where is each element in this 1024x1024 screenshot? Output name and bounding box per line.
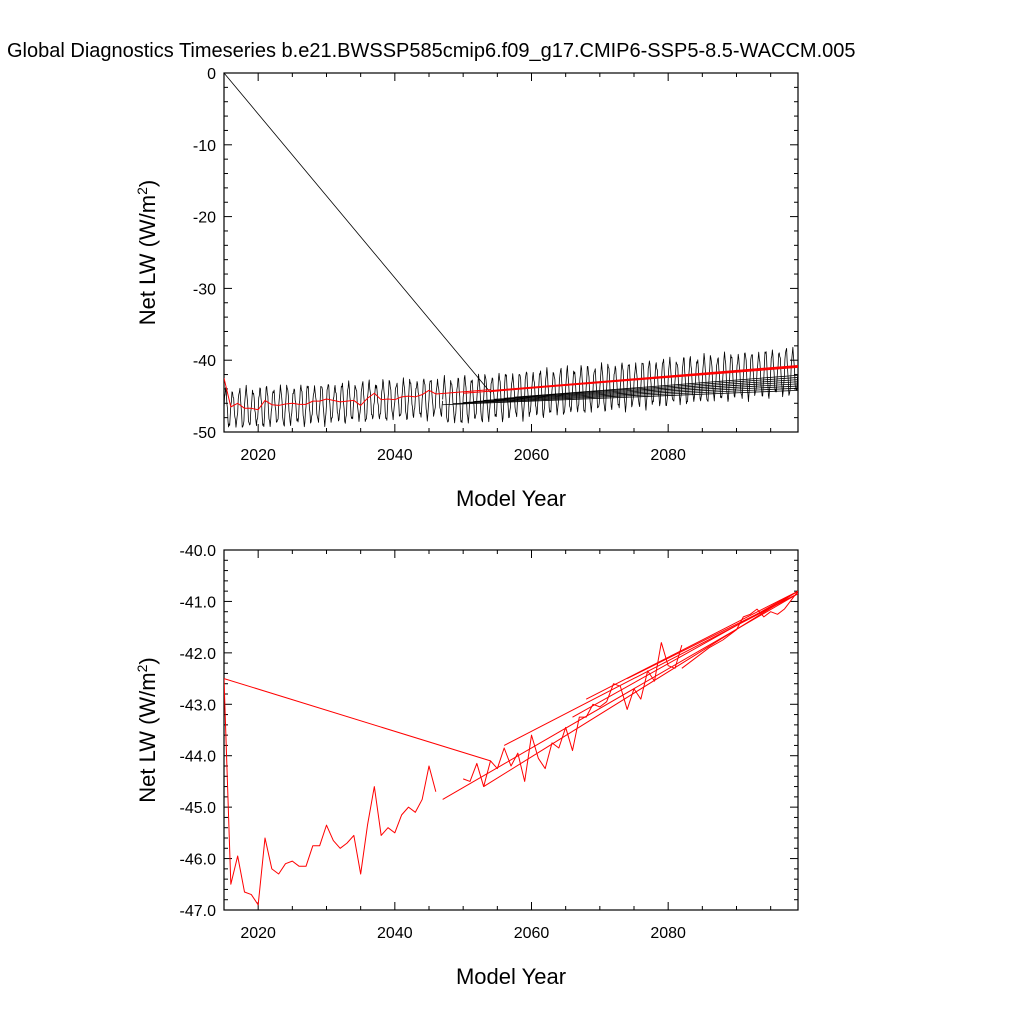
top-x-axis-label: Model Year <box>456 486 566 511</box>
annual-series-line <box>585 590 798 700</box>
x-tick-label: 2060 <box>514 447 550 464</box>
monthly-trend-line <box>504 377 798 399</box>
y-tick-label: -30 <box>193 281 216 298</box>
monthly-trend-line <box>514 374 798 398</box>
monthly-trend-line <box>452 387 798 405</box>
x-tick-label: 2080 <box>650 925 686 942</box>
y-tick-label: -47.0 <box>180 903 217 920</box>
x-tick-label: 2020 <box>240 447 276 464</box>
bottom-y-axis-label-tail: ) <box>135 657 160 664</box>
y-tick-label: -10 <box>193 138 216 155</box>
monthly-trend-line <box>442 389 798 406</box>
bottom-plot-lines <box>224 590 798 906</box>
bottom-x-axis-label: Model Year <box>456 964 566 989</box>
monthly-series-line <box>442 346 798 424</box>
top-y-axis-label-sup: 2 <box>134 187 150 195</box>
bottom-y-axis-label-sup: 2 <box>134 664 150 672</box>
annual-series-line <box>224 678 437 906</box>
y-tick-label: -40 <box>193 353 216 370</box>
bottom-panel: 2020 2040 2060 2080 -40.0 -41.0 -42.0 -43.0 -44.… <box>134 543 799 989</box>
y-tick-label: -40.0 <box>180 543 217 560</box>
y-tick-label: -45.0 <box>180 800 217 817</box>
annual-series-line <box>224 678 491 762</box>
bottom-plot-frame <box>223 549 799 911</box>
plot-area <box>224 73 798 428</box>
annual-series-line <box>626 593 798 680</box>
monthly-trend-line <box>473 383 798 402</box>
annual-series-line <box>462 642 683 788</box>
top-plot-frame <box>223 72 799 433</box>
top-panel: 2020 2040 2060 2080 0 -10 -20 -30 -40 -50 Model Y… <box>134 66 799 511</box>
y-tick-label: -42.0 <box>180 646 217 663</box>
x-tick-label: 2020 <box>240 925 276 942</box>
monthly-series-line <box>224 377 444 428</box>
y-tick-label: -41.0 <box>180 594 217 611</box>
plot-area <box>224 590 798 906</box>
monthly-trend-line <box>463 385 798 403</box>
top-y-axis-label-main: Net LW (W/m <box>135 195 160 325</box>
x-tick-label: 2040 <box>377 447 413 464</box>
top-y-axis-label: Net LW (W/m2) <box>134 180 160 325</box>
x-tick-label: 2080 <box>650 447 686 464</box>
bottom-y-axis-label: Net LW (W/m2) <box>134 657 160 802</box>
figure-title: Global Diagnostics Timeseries b.e21.BWSS… <box>7 40 856 62</box>
y-tick-label: -50 <box>193 425 216 442</box>
top-y-axis-label-tail: ) <box>135 180 160 187</box>
bottom-y-axis-label-main: Net LW (W/m <box>135 672 160 802</box>
y-tick-label: -20 <box>193 210 216 227</box>
y-tick-label: -44.0 <box>180 749 217 766</box>
y-tick-label: 0 <box>207 66 216 83</box>
x-tick-label: 2060 <box>514 925 550 942</box>
top-plot-lines <box>224 73 798 428</box>
monthly-trend-line <box>493 379 798 400</box>
top-axis-ticks: 2020 2040 2060 2080 0 -10 -20 -30 -40 -50 <box>193 66 798 464</box>
annual-series-line <box>503 593 798 746</box>
annual-series-line <box>483 590 798 787</box>
monthly-trend-line <box>483 381 798 401</box>
annual-series-line <box>681 590 798 669</box>
y-tick-label: -43.0 <box>180 697 217 714</box>
annual-trend-line <box>463 366 798 394</box>
y-tick-label: -46.0 <box>180 852 217 869</box>
bottom-axis-ticks: 2020 2040 2060 2080 -40.0 -41.0 -42.0 -43.0 -44.… <box>180 543 798 942</box>
annual-series-line <box>224 378 491 411</box>
monthly-connector-line <box>224 73 491 393</box>
x-tick-label: 2040 <box>377 925 413 942</box>
